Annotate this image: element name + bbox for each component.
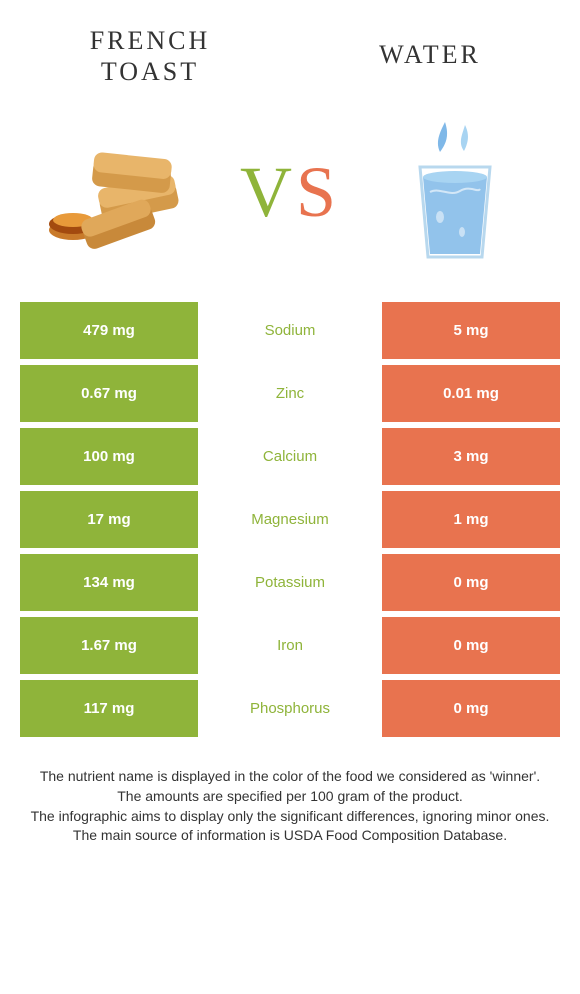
nutrient-name: Magnesium [198,491,382,548]
table-row: 1.67 mgIron0 mg [20,617,560,674]
value-right: 3 mg [382,428,560,485]
table-row: 134 mgPotassium0 mg [20,554,560,611]
nutrient-name: Iron [198,617,382,674]
value-left: 100 mg [20,428,198,485]
vs-label: VS [240,151,340,234]
value-left: 479 mg [20,302,198,359]
nutrient-name: Phosphorus [198,680,382,737]
french-toast-icon [40,112,210,272]
value-left: 1.67 mg [20,617,198,674]
table-row: 479 mgSodium5 mg [20,302,560,359]
vs-v: V [240,152,296,232]
value-left: 117 mg [20,680,198,737]
table-row: 17 mgMagnesium1 mg [20,491,560,548]
nutrient-name: Calcium [198,428,382,485]
nutrient-name: Potassium [198,554,382,611]
value-right: 1 mg [382,491,560,548]
nutrient-name: Zinc [198,365,382,422]
header-row: French toast Water [0,0,580,87]
footer-line: The amounts are specified per 100 gram o… [20,787,560,807]
title-water: Water [340,25,520,87]
value-right: 5 mg [382,302,560,359]
title-french-toast: French toast [60,25,240,87]
value-left: 0.67 mg [20,365,198,422]
table-row: 117 mgPhosphorus0 mg [20,680,560,737]
value-left: 17 mg [20,491,198,548]
water-icon [370,112,540,272]
value-right: 0 mg [382,617,560,674]
footer-line: The infographic aims to display only the… [20,807,560,827]
vs-s: S [296,152,340,232]
nutrient-name: Sodium [198,302,382,359]
nutrient-table: 479 mgSodium5 mg 0.67 mgZinc0.01 mg 100 mg… [20,302,560,737]
images-row: VS [0,87,580,302]
footer-line: The main source of information is USDA F… [20,826,560,846]
value-right: 0.01 mg [382,365,560,422]
value-right: 0 mg [382,554,560,611]
footer-notes: The nutrient name is displayed in the co… [20,767,560,845]
table-row: 0.67 mgZinc0.01 mg [20,365,560,422]
value-right: 0 mg [382,680,560,737]
table-row: 100 mgCalcium3 mg [20,428,560,485]
footer-line: The nutrient name is displayed in the co… [20,767,560,787]
value-left: 134 mg [20,554,198,611]
